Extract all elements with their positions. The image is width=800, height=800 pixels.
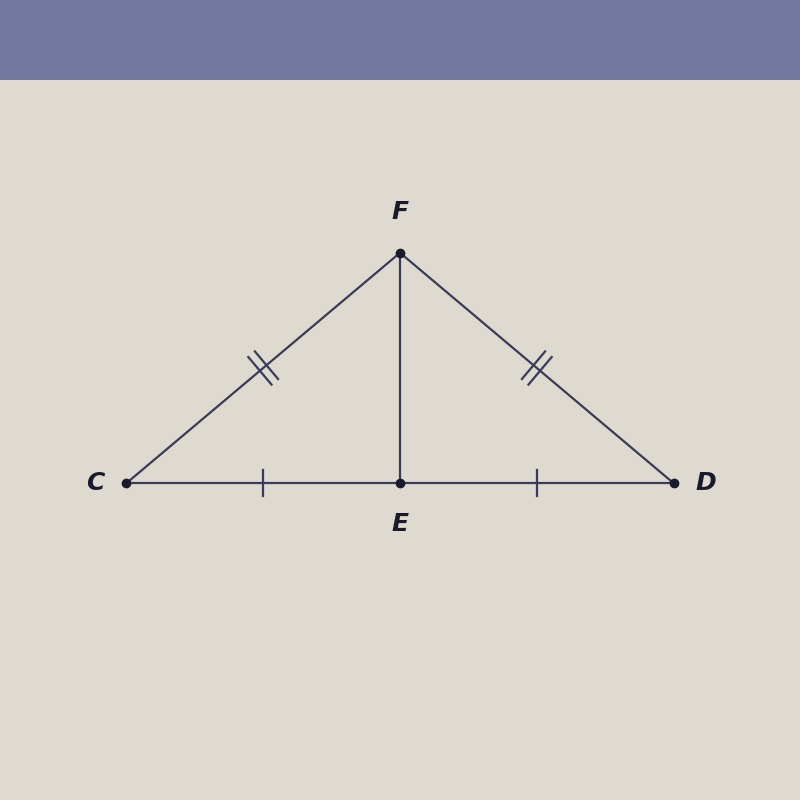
- Text: C: C: [86, 471, 105, 495]
- Text: D: D: [695, 471, 716, 495]
- Text: F: F: [391, 200, 409, 224]
- Text: E: E: [391, 512, 409, 536]
